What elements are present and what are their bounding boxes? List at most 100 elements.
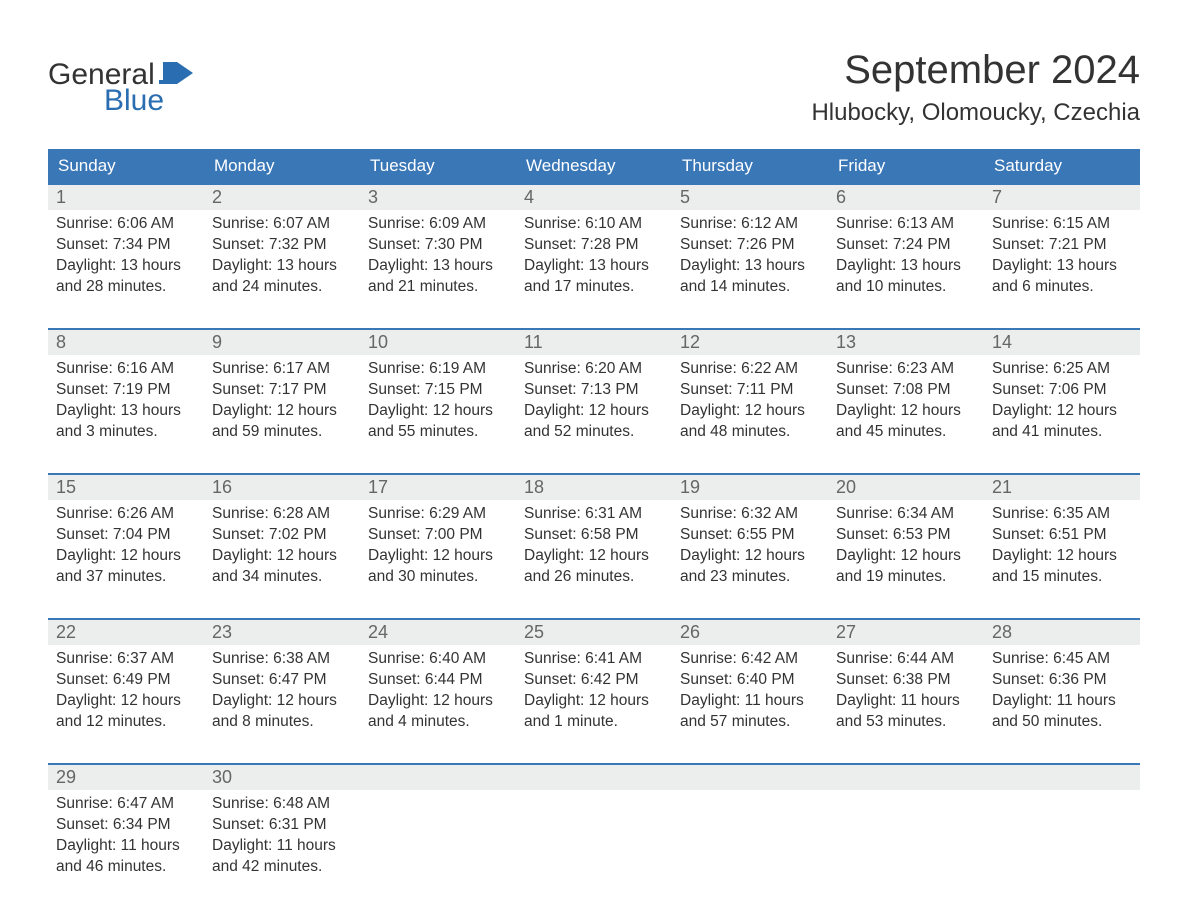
day-number-row: 1234567 <box>48 185 1140 210</box>
day-cell: Sunrise: 6:38 AMSunset: 6:47 PMDaylight:… <box>204 645 360 741</box>
day-cell: Sunrise: 6:25 AMSunset: 7:06 PMDaylight:… <box>984 355 1140 451</box>
daylight-line-1: Daylight: 13 hours <box>680 256 820 277</box>
day-cell: Sunrise: 6:26 AMSunset: 7:04 PMDaylight:… <box>48 500 204 596</box>
sunset-line: Sunset: 7:17 PM <box>212 380 352 401</box>
daylight-line-2: and 52 minutes. <box>524 422 664 443</box>
day-cell: Sunrise: 6:47 AMSunset: 6:34 PMDaylight:… <box>48 790 204 886</box>
daylight-line-1: Daylight: 12 hours <box>680 401 820 422</box>
day-cell: Sunrise: 6:20 AMSunset: 7:13 PMDaylight:… <box>516 355 672 451</box>
sunset-line: Sunset: 7:21 PM <box>992 235 1132 256</box>
sunset-line: Sunset: 7:15 PM <box>368 380 508 401</box>
daylight-line-1: Daylight: 12 hours <box>680 546 820 567</box>
day-cell: Sunrise: 6:13 AMSunset: 7:24 PMDaylight:… <box>828 210 984 306</box>
sunset-line: Sunset: 7:34 PM <box>56 235 196 256</box>
daylight-line-2: and 14 minutes. <box>680 277 820 298</box>
sunset-line: Sunset: 7:24 PM <box>836 235 976 256</box>
daylight-line-1: Daylight: 13 hours <box>836 256 976 277</box>
daylight-line-2: and 30 minutes. <box>368 567 508 588</box>
day-of-week-cell: Friday <box>828 149 984 183</box>
sunrise-line: Sunrise: 6:48 AM <box>212 794 352 815</box>
month-title: September 2024 <box>811 48 1140 93</box>
day-number: 17 <box>360 475 516 500</box>
logo: General Blue <box>48 48 193 116</box>
day-number: 11 <box>516 330 672 355</box>
day-of-week-cell: Sunday <box>48 149 204 183</box>
day-number: . <box>984 765 1140 790</box>
calendar-week: 1234567Sunrise: 6:06 AMSunset: 7:34 PMDa… <box>48 183 1140 306</box>
logo-text-bottom: Blue <box>48 86 193 116</box>
daylight-line-2: and 42 minutes. <box>212 857 352 878</box>
sunset-line: Sunset: 7:06 PM <box>992 380 1132 401</box>
daylight-line-1: Daylight: 12 hours <box>524 546 664 567</box>
day-number: 8 <box>48 330 204 355</box>
day-number: 28 <box>984 620 1140 645</box>
day-number-row: 891011121314 <box>48 330 1140 355</box>
sunset-line: Sunset: 6:31 PM <box>212 815 352 836</box>
day-cell <box>828 790 984 886</box>
calendar-week: 15161718192021Sunrise: 6:26 AMSunset: 7:… <box>48 473 1140 596</box>
sunrise-line: Sunrise: 6:15 AM <box>992 214 1132 235</box>
day-cell: Sunrise: 6:17 AMSunset: 7:17 PMDaylight:… <box>204 355 360 451</box>
sunrise-line: Sunrise: 6:29 AM <box>368 504 508 525</box>
day-of-week-header: SundayMondayTuesdayWednesdayThursdayFrid… <box>48 149 1140 183</box>
daylight-line-1: Daylight: 12 hours <box>368 401 508 422</box>
day-detail-row: Sunrise: 6:47 AMSunset: 6:34 PMDaylight:… <box>48 790 1140 886</box>
daylight-line-2: and 1 minute. <box>524 712 664 733</box>
day-cell <box>984 790 1140 886</box>
day-cell: Sunrise: 6:15 AMSunset: 7:21 PMDaylight:… <box>984 210 1140 306</box>
day-of-week-cell: Tuesday <box>360 149 516 183</box>
sunset-line: Sunset: 7:02 PM <box>212 525 352 546</box>
day-cell <box>672 790 828 886</box>
sunrise-line: Sunrise: 6:07 AM <box>212 214 352 235</box>
daylight-line-1: Daylight: 12 hours <box>524 401 664 422</box>
sunrise-line: Sunrise: 6:19 AM <box>368 359 508 380</box>
daylight-line-1: Daylight: 13 hours <box>56 256 196 277</box>
daylight-line-2: and 23 minutes. <box>680 567 820 588</box>
day-number: 18 <box>516 475 672 500</box>
sunrise-line: Sunrise: 6:34 AM <box>836 504 976 525</box>
day-number: 5 <box>672 185 828 210</box>
day-cell: Sunrise: 6:32 AMSunset: 6:55 PMDaylight:… <box>672 500 828 596</box>
daylight-line-2: and 12 minutes. <box>56 712 196 733</box>
day-cell: Sunrise: 6:12 AMSunset: 7:26 PMDaylight:… <box>672 210 828 306</box>
daylight-line-1: Daylight: 12 hours <box>56 546 196 567</box>
day-cell: Sunrise: 6:31 AMSunset: 6:58 PMDaylight:… <box>516 500 672 596</box>
calendar-week: 22232425262728Sunrise: 6:37 AMSunset: 6:… <box>48 618 1140 741</box>
day-number: 16 <box>204 475 360 500</box>
sunset-line: Sunset: 6:36 PM <box>992 670 1132 691</box>
sunrise-line: Sunrise: 6:23 AM <box>836 359 976 380</box>
day-number: . <box>672 765 828 790</box>
sunrise-line: Sunrise: 6:25 AM <box>992 359 1132 380</box>
daylight-line-2: and 55 minutes. <box>368 422 508 443</box>
daylight-line-2: and 45 minutes. <box>836 422 976 443</box>
sunrise-line: Sunrise: 6:20 AM <box>524 359 664 380</box>
sunrise-line: Sunrise: 6:06 AM <box>56 214 196 235</box>
day-number-row: 2930..... <box>48 765 1140 790</box>
calendar-week: 2930.....Sunrise: 6:47 AMSunset: 6:34 PM… <box>48 763 1140 886</box>
daylight-line-1: Daylight: 13 hours <box>992 256 1132 277</box>
day-number: 10 <box>360 330 516 355</box>
day-number: . <box>516 765 672 790</box>
day-of-week-cell: Monday <box>204 149 360 183</box>
day-cell: Sunrise: 6:23 AMSunset: 7:08 PMDaylight:… <box>828 355 984 451</box>
daylight-line-1: Daylight: 13 hours <box>368 256 508 277</box>
calendar-page: General Blue September 2024 Hlubocky, Ol… <box>0 0 1188 886</box>
sunrise-line: Sunrise: 6:35 AM <box>992 504 1132 525</box>
sunset-line: Sunset: 7:13 PM <box>524 380 664 401</box>
calendar-grid: SundayMondayTuesdayWednesdayThursdayFrid… <box>48 149 1140 886</box>
daylight-line-2: and 41 minutes. <box>992 422 1132 443</box>
day-cell <box>360 790 516 886</box>
daylight-line-1: Daylight: 12 hours <box>836 546 976 567</box>
day-number: 2 <box>204 185 360 210</box>
day-of-week-cell: Thursday <box>672 149 828 183</box>
sunset-line: Sunset: 7:19 PM <box>56 380 196 401</box>
day-number-row: 15161718192021 <box>48 475 1140 500</box>
daylight-line-1: Daylight: 12 hours <box>56 691 196 712</box>
daylight-line-1: Daylight: 12 hours <box>836 401 976 422</box>
sunset-line: Sunset: 6:38 PM <box>836 670 976 691</box>
sunrise-line: Sunrise: 6:40 AM <box>368 649 508 670</box>
title-block: September 2024 Hlubocky, Olomoucky, Czec… <box>811 48 1140 141</box>
daylight-line-2: and 4 minutes. <box>368 712 508 733</box>
daylight-line-2: and 17 minutes. <box>524 277 664 298</box>
sunset-line: Sunset: 7:00 PM <box>368 525 508 546</box>
